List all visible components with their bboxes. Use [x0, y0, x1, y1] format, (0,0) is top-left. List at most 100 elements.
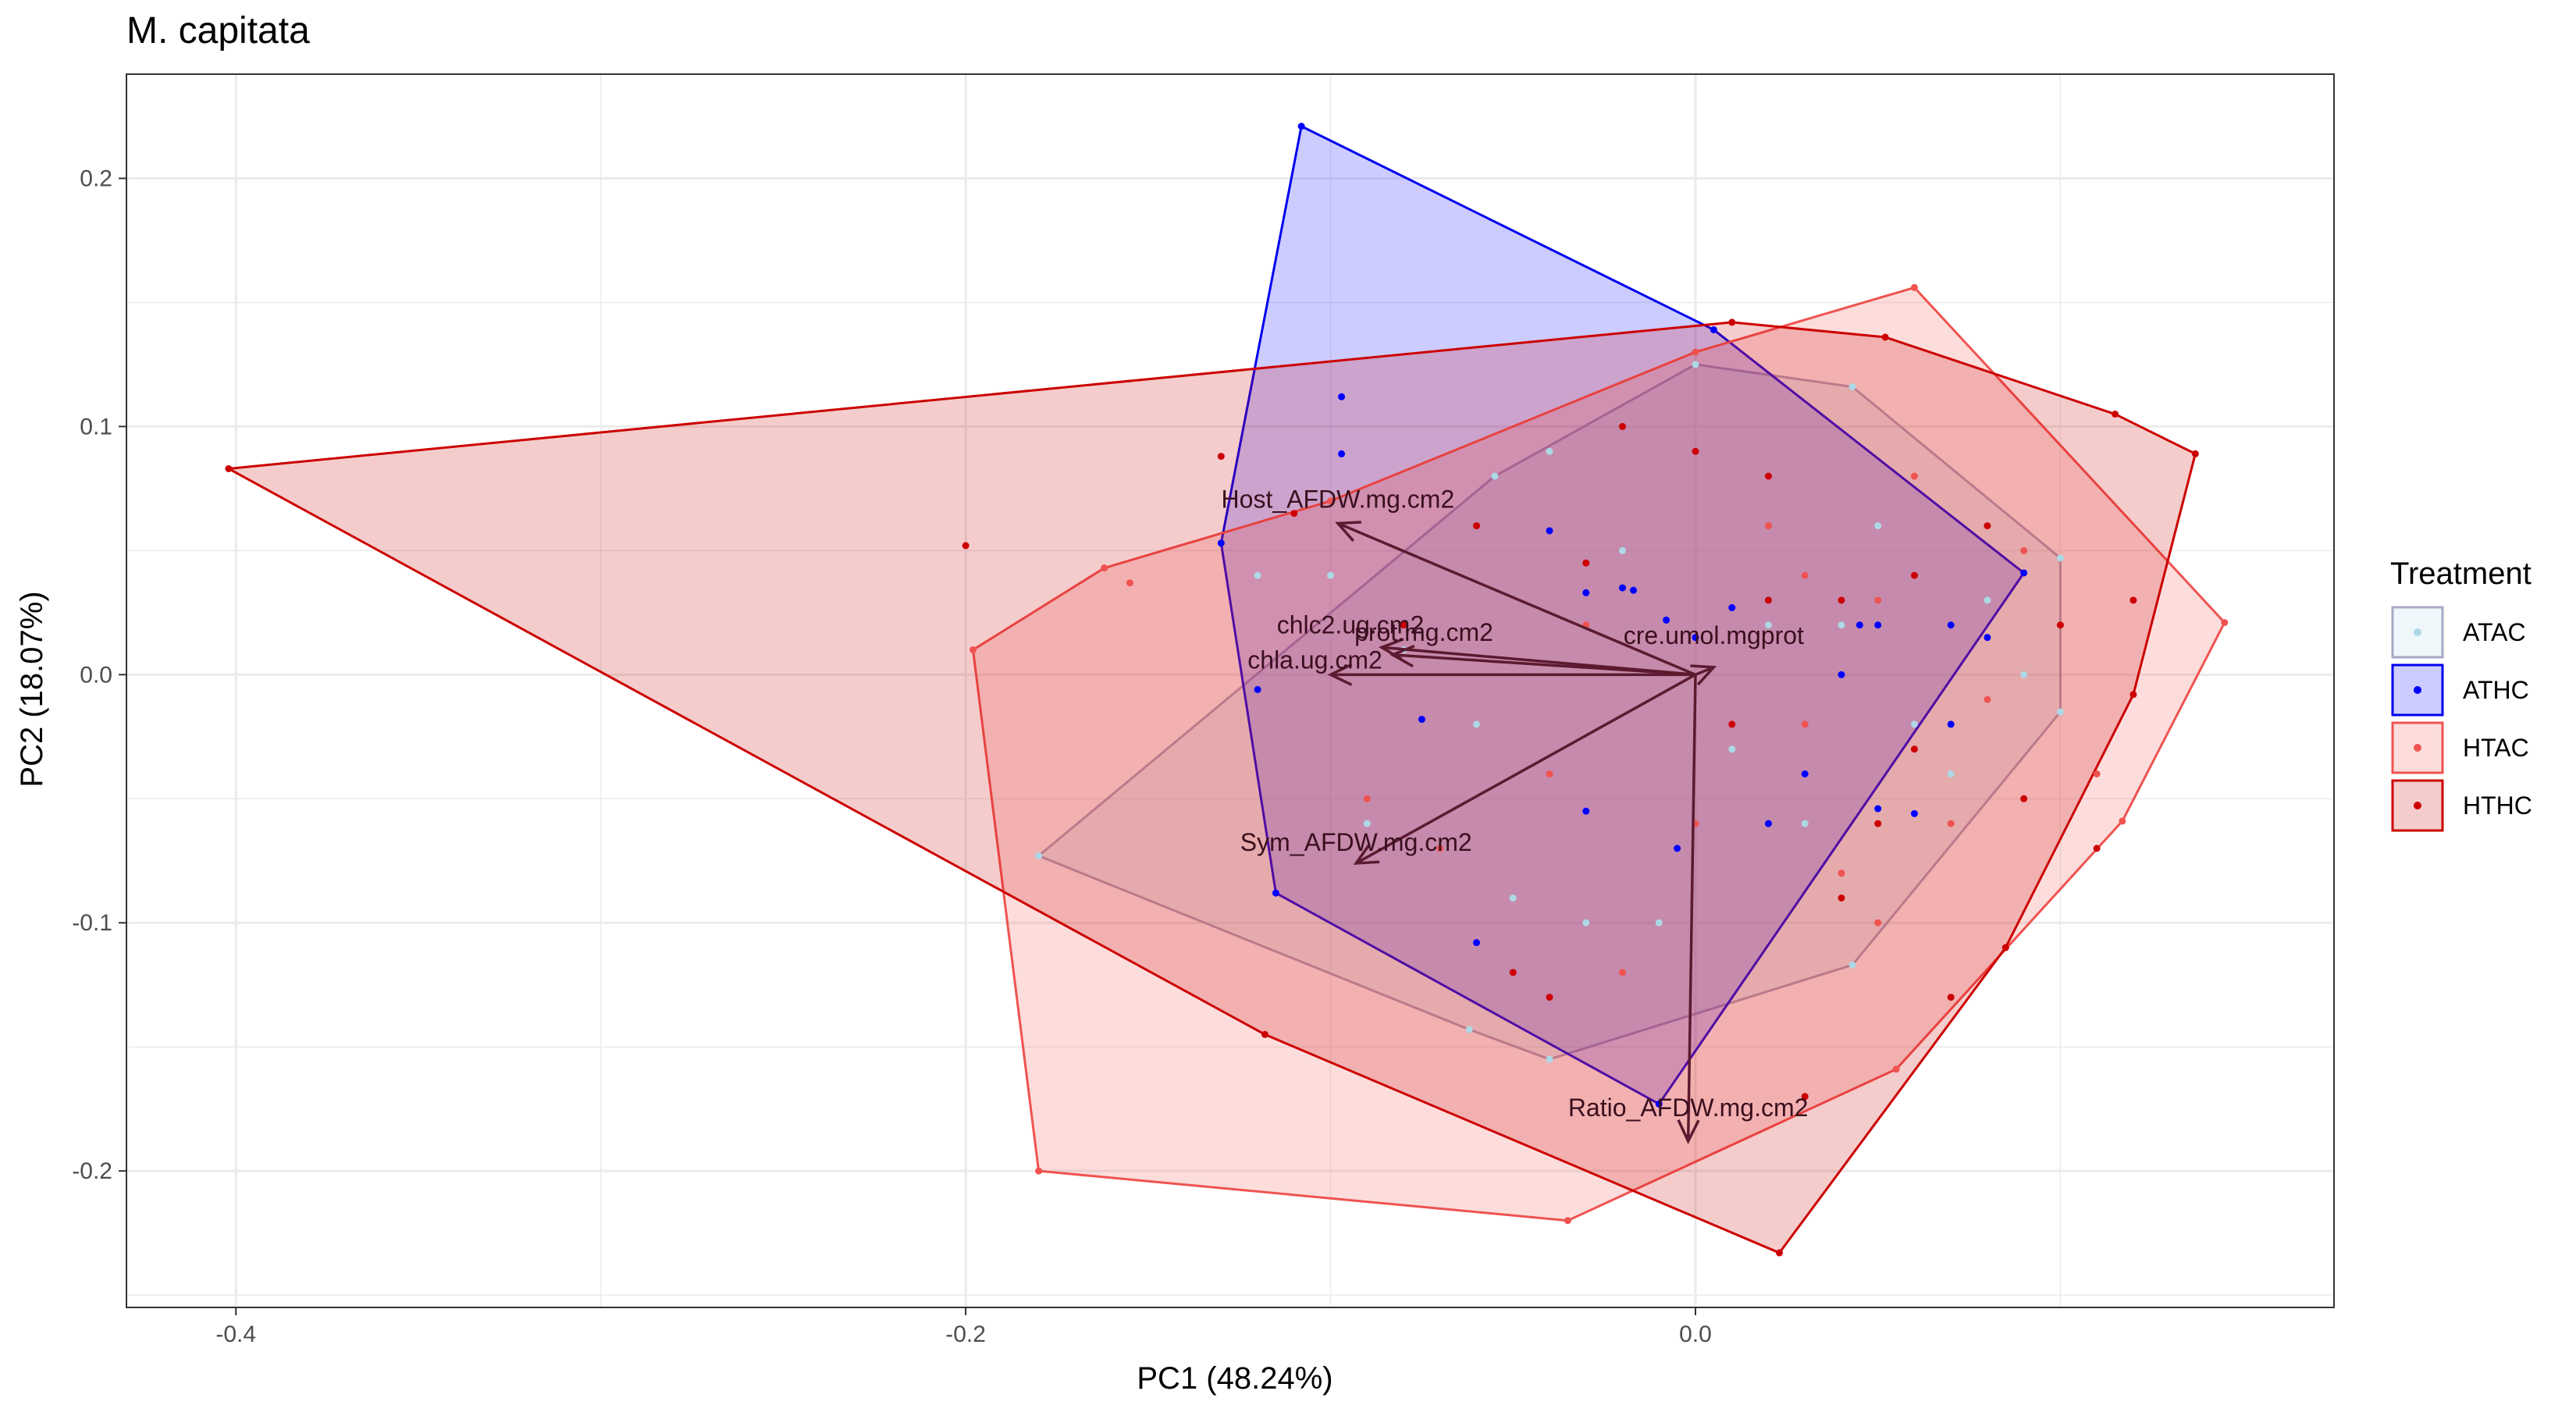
point-athc	[1630, 586, 1638, 594]
point-hthc	[2129, 596, 2137, 604]
point-hthc	[1546, 994, 1553, 1001]
point-htac	[969, 646, 977, 654]
point-hthc	[2056, 621, 2064, 629]
point-htac	[1874, 596, 1882, 604]
point-athc	[1710, 325, 1717, 333]
loading-arrow	[1686, 674, 1697, 1142]
point-athc	[1947, 621, 1955, 629]
grid-lines	[126, 74, 2334, 1307]
point-htac	[2093, 770, 2101, 777]
legend-key-point	[2414, 686, 2421, 694]
point-athc	[1272, 889, 1279, 897]
point-athc	[1582, 589, 1590, 596]
point-hthc	[1582, 559, 1590, 567]
point-htac	[2221, 619, 2229, 627]
point-atac	[1848, 383, 1856, 391]
point-hthc	[1801, 1093, 1809, 1101]
point-hthc	[1217, 453, 1225, 461]
sample-points	[225, 123, 2229, 1257]
point-athc	[1764, 820, 1772, 827]
point-hthc	[2020, 795, 2028, 802]
point-htac	[1947, 820, 1955, 827]
loading-label: chla.ug.cm2	[1247, 646, 1382, 674]
point-htac	[1564, 1217, 1571, 1225]
point-atac	[1363, 820, 1371, 827]
point-htac	[2020, 546, 2028, 554]
point-hthc	[1838, 596, 1845, 604]
point-htac	[1910, 472, 1918, 480]
point-atac	[1035, 852, 1043, 859]
loading-arrow	[1355, 673, 1696, 865]
point-atac	[1491, 472, 1499, 480]
axes: -0.4 -0.2 0.0 -0.2 -0.1 0.0 0.1 0.2	[72, 166, 1712, 1347]
point-athc	[1838, 670, 1845, 678]
point-htac	[1436, 845, 1444, 852]
point-atac	[1764, 621, 1772, 629]
group-hulls	[227, 125, 2226, 1254]
point-hthc	[2001, 944, 2009, 951]
legend-label-atac: ATAC	[2463, 618, 2526, 646]
point-atac	[1874, 522, 1882, 530]
point-atac	[2056, 708, 2064, 716]
point-hthc	[2093, 845, 2101, 852]
x-tick-label: -0.2	[945, 1321, 986, 1347]
y-axis-title: PC2 (18.07%)	[15, 591, 49, 787]
point-athc	[1874, 621, 1882, 629]
y-tick-label: -0.1	[72, 910, 112, 936]
point-atac	[2020, 670, 2028, 678]
point-htac	[1764, 522, 1772, 530]
point-hthc	[1881, 333, 1889, 341]
point-atac	[1582, 919, 1590, 927]
loading-arrowhead	[1690, 664, 1717, 686]
point-atac	[1838, 621, 1845, 629]
point-athc	[1674, 845, 1681, 852]
point-htac	[1101, 564, 1108, 572]
point-atac	[1984, 596, 1991, 604]
point-athc	[1655, 1100, 1663, 1108]
point-athc	[1947, 720, 1955, 728]
chart-title: M. capitata	[126, 10, 310, 52]
legend-key-point	[2414, 802, 2421, 809]
legend-label-htac: HTAC	[2463, 734, 2529, 762]
loading-label: Sym_AFDW.mg.cm2	[1240, 828, 1472, 856]
point-hthc	[1261, 1030, 1268, 1038]
point-atac	[1655, 919, 1663, 927]
point-hthc	[1764, 472, 1772, 480]
point-hthc	[1473, 522, 1481, 530]
point-atac	[1473, 720, 1481, 728]
x-axis-title: PC1 (48.24%)	[1137, 1361, 1332, 1396]
y-tick-label: 0.0	[80, 662, 112, 688]
point-atac	[1327, 571, 1335, 579]
legend-label-hthc: HTHC	[2463, 791, 2532, 820]
loading-vectors: Host_AFDW.mg.cm2chlc2.ug.cm2prot.mg.cm2c…	[1222, 485, 1808, 1145]
point-hthc	[1290, 510, 1298, 518]
point-athc	[1910, 809, 1918, 817]
point-htac	[1838, 870, 1845, 877]
point-atac	[1254, 571, 1261, 579]
point-hthc	[1618, 422, 1626, 430]
point-hthc	[1838, 894, 1845, 902]
point-atac	[1728, 745, 1736, 753]
point-athc	[1418, 716, 1425, 724]
loading-label: Host_AFDW.mg.cm2	[1222, 485, 1455, 513]
y-tick-label: 0.1	[80, 414, 112, 439]
point-hthc	[1400, 621, 1407, 629]
point-htac	[2119, 817, 2126, 825]
point-hthc	[1775, 1249, 1783, 1257]
loading-arrowhead	[1677, 1119, 1700, 1145]
point-atac	[1910, 720, 1918, 728]
plot-border	[126, 73, 2335, 1308]
point-hthc	[225, 464, 233, 472]
point-atac	[1801, 820, 1809, 827]
point-htac	[1692, 348, 1699, 356]
point-htac	[1801, 571, 1809, 579]
legend-key-point	[2414, 744, 2421, 752]
point-atac	[2056, 554, 2064, 562]
point-athc	[1254, 685, 1261, 693]
point-athc	[1338, 393, 1346, 400]
y-tick-label: -0.2	[72, 1158, 112, 1184]
point-athc	[1663, 616, 1670, 624]
point-htac	[1984, 695, 1991, 703]
point-hthc	[1947, 994, 1955, 1001]
